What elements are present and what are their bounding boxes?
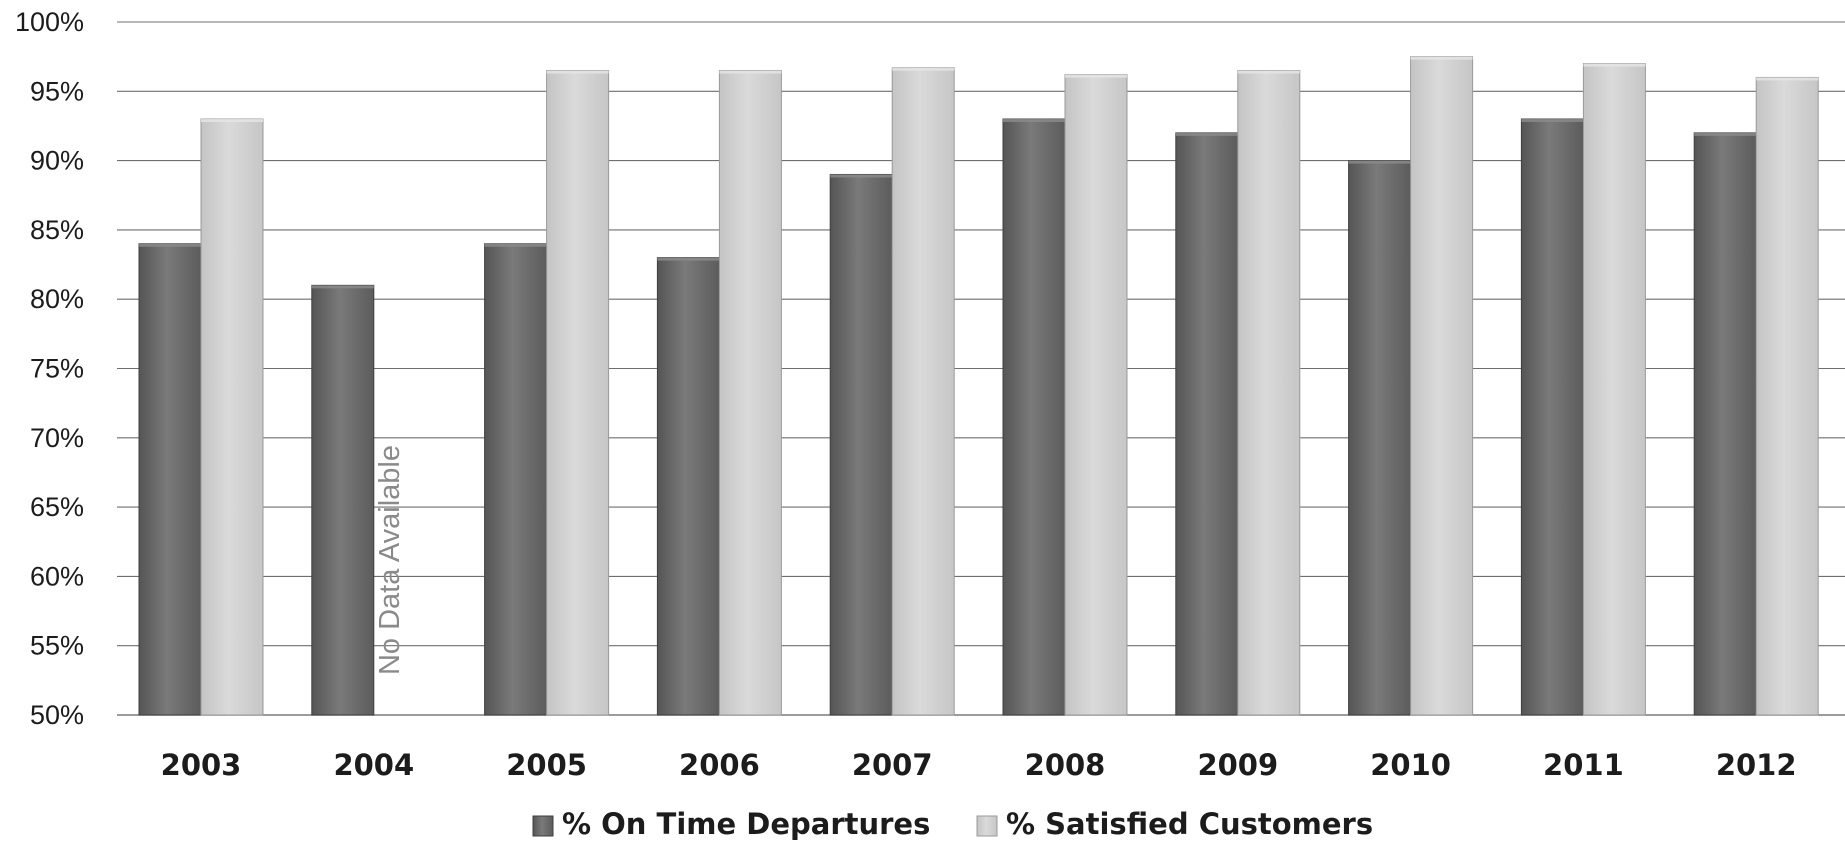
- annotations: No Data Available: [374, 445, 406, 675]
- bar-top-cap: [1065, 74, 1127, 78]
- bar: [1410, 56, 1474, 716]
- legend-swatch: [976, 815, 998, 837]
- x-tick-label: 2007: [852, 748, 933, 782]
- bar-top-cap: [311, 285, 374, 289]
- y-tick-label: 70%: [30, 423, 84, 453]
- x-tick-label: 2006: [679, 748, 760, 782]
- bar-top-cap: [892, 67, 955, 71]
- bar-top-cap: [1521, 119, 1584, 123]
- y-axis-ticks: 50% 55% 60% 65% 70% 75% 80% 85% 90% 95% 100%: [15, 7, 84, 730]
- bar: [656, 257, 720, 716]
- bar: [1693, 132, 1757, 716]
- bar-top-cap: [1694, 132, 1757, 136]
- y-tick-label: 85%: [30, 215, 84, 245]
- y-tick-label: 75%: [30, 354, 84, 384]
- y-tick-label: 90%: [30, 146, 84, 176]
- bar: [829, 173, 893, 716]
- bar: [200, 118, 264, 716]
- legend-label: % On Time Departures: [562, 807, 930, 841]
- bar-top-cap: [830, 174, 893, 178]
- y-tick-label: 80%: [30, 284, 84, 314]
- no-data-annotation: No Data Available: [374, 445, 406, 675]
- bar-top-cap: [1175, 132, 1238, 136]
- gridlines: [117, 21, 1845, 716]
- legend: % On Time Departures % Satisfied Customer…: [532, 807, 1373, 841]
- bar-top-cap: [719, 70, 782, 74]
- x-tick-label: 2010: [1370, 748, 1451, 782]
- bar-top-cap: [1348, 160, 1411, 164]
- bar-top-cap: [1583, 63, 1646, 67]
- bar-top-cap: [139, 243, 201, 247]
- x-tick-label: 2008: [1025, 748, 1106, 782]
- y-tick-label: 65%: [30, 492, 84, 522]
- bar: [1175, 132, 1239, 716]
- bar: [1755, 76, 1819, 716]
- y-tick-label: 50%: [30, 700, 84, 730]
- bar-top-cap: [1003, 119, 1065, 123]
- bar-top-cap: [1756, 77, 1819, 81]
- bar-top-cap: [484, 243, 547, 247]
- legend-swatch: [532, 815, 554, 837]
- x-tick-label: 2011: [1543, 748, 1624, 782]
- x-tick-label: 2012: [1716, 748, 1797, 782]
- bar: [484, 243, 548, 716]
- bar: [1064, 74, 1128, 716]
- bar: [1582, 63, 1646, 716]
- bar-top-cap: [546, 70, 609, 74]
- legend-label: % Satisfied Customers: [1006, 807, 1373, 841]
- x-tick-label: 2003: [161, 748, 242, 782]
- bar: [546, 70, 610, 716]
- bar: [138, 243, 202, 716]
- bar: [891, 67, 955, 716]
- y-tick-label: 60%: [30, 561, 84, 591]
- x-tick-label: 2009: [1197, 748, 1278, 782]
- bar-top-cap: [1410, 56, 1473, 60]
- y-tick-label: 95%: [30, 76, 84, 106]
- bar: [311, 284, 375, 716]
- bar: [718, 70, 782, 716]
- bar-top-cap: [1237, 70, 1300, 74]
- bar-top-cap: [201, 119, 263, 123]
- bar: [1520, 118, 1584, 716]
- x-axis-ticks: 2003 2004 2005 2006 2007 2008 2009 2010 2011 2012: [161, 748, 1797, 782]
- x-tick-label: 2005: [506, 748, 587, 782]
- bar: [1002, 118, 1066, 716]
- bar: [1237, 70, 1301, 716]
- bars: [138, 56, 1819, 716]
- bar-top-cap: [657, 257, 720, 261]
- bar: [1348, 160, 1412, 716]
- x-tick-label: 2004: [333, 748, 414, 782]
- y-tick-label: 55%: [30, 631, 84, 661]
- y-tick-label: 100%: [15, 7, 84, 37]
